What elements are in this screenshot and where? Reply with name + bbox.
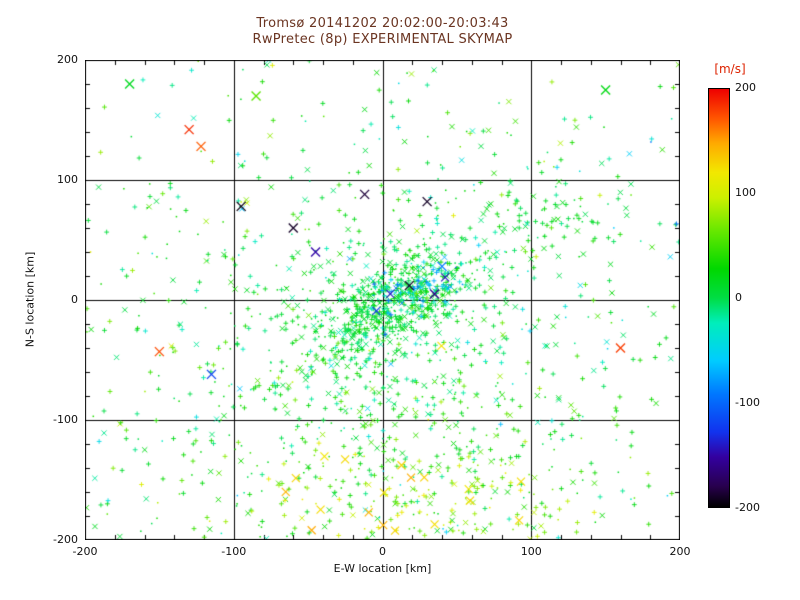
y-tick-label: 100 — [57, 173, 78, 186]
y-tick-label: -200 — [53, 533, 78, 546]
colorbar-tick-label: 200 — [735, 81, 756, 94]
x-tick-label: -100 — [221, 545, 247, 558]
x-tick-label: -200 — [72, 545, 98, 558]
colorbar — [708, 88, 730, 508]
y-tick-label: 0 — [71, 293, 78, 306]
colorbar-tick-label: -100 — [735, 396, 760, 409]
y-tick-label: 200 — [57, 53, 78, 66]
x-tick-label: 100 — [520, 545, 542, 558]
colorbar-unit-label: [m/s] — [714, 62, 746, 76]
skymap-scatter-plot — [85, 60, 680, 540]
colorbar-tick-label: 100 — [735, 186, 756, 199]
chart-subtitle: RwPretec (8p) EXPERIMENTAL SKYMAP — [252, 32, 513, 47]
chart-title: Tromsø 20141202 20:02:00-20:03:43 — [256, 16, 509, 31]
colorbar-tick-label: 0 — [735, 291, 742, 304]
y-axis-title: N-S location [km] — [23, 251, 37, 348]
x-tick-label: 0 — [379, 545, 386, 558]
colorbar-tick-label: -200 — [735, 501, 760, 514]
x-axis-title: E-W location [km] — [333, 562, 432, 575]
x-tick-label: 200 — [669, 545, 691, 558]
y-tick-label: -100 — [53, 413, 78, 426]
